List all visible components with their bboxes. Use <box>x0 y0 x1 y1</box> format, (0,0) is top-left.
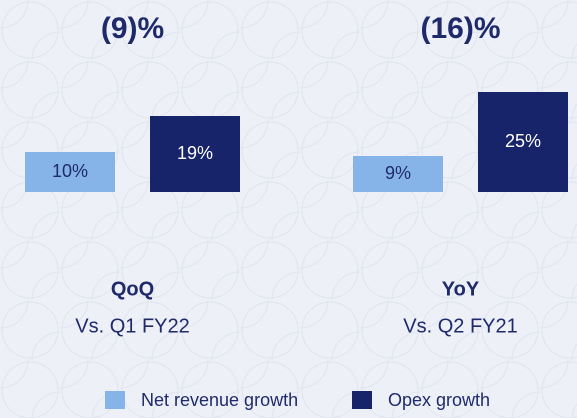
category-sublabel: Vs. Q1 FY22 <box>75 315 190 337</box>
bar <box>353 156 443 192</box>
category-sublabel: Vs. Q2 FY21 <box>403 315 518 337</box>
legend-swatch <box>352 391 372 409</box>
bar <box>25 152 115 192</box>
data-label: 10% <box>52 161 88 181</box>
category-label: QoQ <box>111 278 154 300</box>
legend-label: Net revenue growth <box>141 390 298 410</box>
category-label: YoY <box>442 278 480 300</box>
data-label: 25% <box>505 131 541 151</box>
legend-swatch <box>105 391 125 409</box>
bar <box>478 92 568 192</box>
data-label: 19% <box>177 143 213 163</box>
legend-label: Opex growth <box>388 390 490 410</box>
headline: (16)% <box>420 12 500 45</box>
data-label: 9% <box>385 163 411 183</box>
headline: (9)% <box>101 12 164 45</box>
bar <box>150 116 240 192</box>
